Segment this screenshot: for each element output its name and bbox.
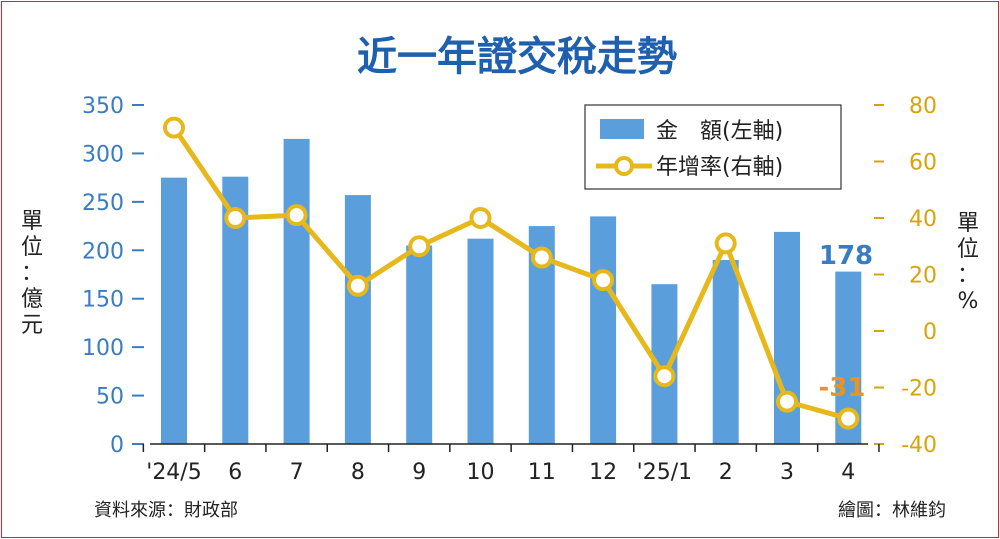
right-tick-label: 40: [909, 207, 937, 232]
left-unit-char: ：: [21, 261, 43, 286]
x-tick-label: '25/1: [637, 460, 692, 485]
right-tick-label: 80: [909, 94, 937, 119]
bar: [406, 245, 433, 444]
right-tick-label: -20: [901, 377, 937, 402]
x-tick-label: 12: [589, 460, 617, 485]
line-series: [163, 116, 860, 430]
left-unit-char: 億: [21, 287, 43, 312]
legend-line-marker: [614, 156, 634, 176]
right-tick-label: 0: [923, 320, 937, 345]
right-unit-char: 單: [957, 211, 979, 236]
line-point: [776, 390, 798, 413]
bar: [712, 259, 739, 444]
left-tick-label: 300: [82, 142, 124, 167]
x-axis-tick-marks: [142, 444, 880, 452]
line-point: [163, 116, 185, 139]
legend-line-label: 年增率(右軸): [656, 155, 783, 180]
left-axis-unit-label: 單位：億元: [21, 209, 43, 338]
x-tick-label: 3: [780, 460, 794, 485]
right-axis-unit-label: 單位：%: [957, 211, 979, 314]
credit-note: 繪圖：林維鈞: [838, 500, 946, 521]
line-point: [530, 246, 553, 269]
x-tick-label: 8: [351, 460, 365, 485]
right-unit-char: 位: [957, 237, 979, 262]
x-tick-label: 2: [719, 460, 733, 485]
last-bar-value-label: 178: [819, 241, 873, 271]
legend-bar-label: 金 額(左軸): [656, 119, 783, 144]
left-tick-label: 150: [82, 288, 124, 313]
line-point: [285, 204, 308, 227]
bar: [344, 195, 371, 444]
left-tick-label: 50: [96, 385, 124, 410]
right-tick-label: 60: [909, 151, 937, 176]
right-tick-label: -40: [901, 433, 937, 458]
right-tick-label: 20: [909, 264, 937, 289]
line-point: [837, 407, 860, 430]
right-axis-ticks: 80 60 40 20 0 -20 -40: [874, 94, 937, 458]
left-unit-char: 元: [21, 313, 43, 338]
left-tick-label: 100: [82, 336, 124, 361]
bar: [283, 138, 310, 444]
left-tick-label: 0: [110, 433, 124, 458]
x-tick-label: 9: [412, 460, 426, 485]
x-tick-label: 7: [290, 460, 304, 485]
line-point: [469, 207, 492, 229]
line-point: [592, 269, 615, 292]
last-point-value-label: -31: [819, 373, 866, 403]
line-point: [714, 232, 737, 255]
left-unit-char: 位: [21, 235, 43, 260]
right-unit-char: ：: [957, 263, 979, 288]
x-axis-labels: '24/5 6 7 8 9 10 11 12 '25/1 2 3 4: [146, 460, 855, 485]
x-tick-label: 10: [467, 460, 495, 485]
right-unit-char: %: [958, 289, 979, 314]
chart-title: 近一年證交稅走勢: [357, 34, 677, 80]
x-tick-label: '24/5: [146, 460, 201, 485]
left-tick-label: 200: [82, 239, 124, 264]
x-tick-label: 11: [528, 460, 556, 485]
line-point: [346, 274, 369, 297]
legend-bar-swatch: [600, 119, 644, 139]
line-point: [408, 235, 431, 258]
line-point: [653, 365, 676, 388]
left-tick-label: 350: [82, 94, 124, 119]
left-axis-ticks: 350 300 250 200 150 100 50 0: [82, 94, 144, 458]
x-tick-label: 6: [228, 460, 242, 485]
bar: [161, 177, 187, 444]
line-point: [224, 207, 247, 229]
legend: 金 額(左軸) 年增率(右軸): [584, 104, 842, 190]
source-note: 資料來源：財政部: [94, 500, 238, 521]
x-tick-label: 4: [841, 460, 855, 485]
left-unit-char: 單: [21, 209, 43, 234]
bar: [467, 238, 494, 444]
left-tick-label: 250: [82, 191, 124, 216]
bar: [590, 216, 617, 444]
